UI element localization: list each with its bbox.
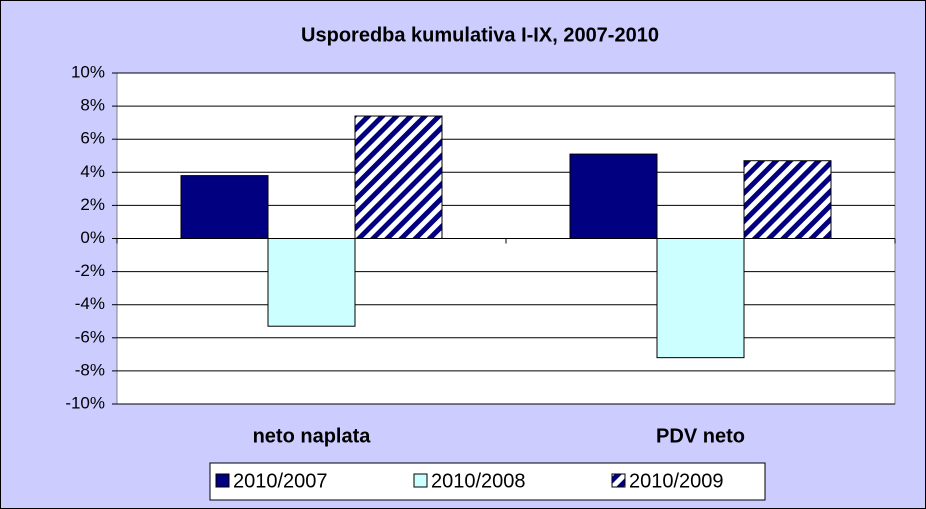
y-tick-label: 0% [80,228,105,247]
legend-box [209,462,766,501]
y-tick-label: -2% [75,261,105,280]
y-tick-label: 8% [80,96,105,115]
bar [354,115,443,239]
chart-title: Usporedba kumulativa I-IX, 2007-2010 [301,24,659,46]
y-tick-label: -4% [75,294,105,313]
bar [743,160,832,239]
y-tick-label: -8% [75,360,105,379]
y-tick-label: 2% [80,195,105,214]
legend-label: 2010/2008 [431,470,526,492]
legend-label: 2010/2009 [629,470,724,492]
legend-marker [413,473,428,488]
bar [656,238,745,359]
x-tick-label: PDV neto [656,425,745,447]
bar [180,175,269,239]
y-tick-label: -10% [65,393,105,412]
y-tick-label: 4% [80,162,105,181]
y-tick-label: -6% [75,327,105,346]
y-tick-label: 6% [80,129,105,148]
legend-marker [215,473,230,488]
y-tick-label: 10% [71,62,105,81]
bar [267,238,356,327]
bar [569,153,658,239]
legend-marker [611,473,626,488]
x-tick-label: neto naplata [253,425,372,447]
legend-label: 2010/2007 [233,470,328,492]
